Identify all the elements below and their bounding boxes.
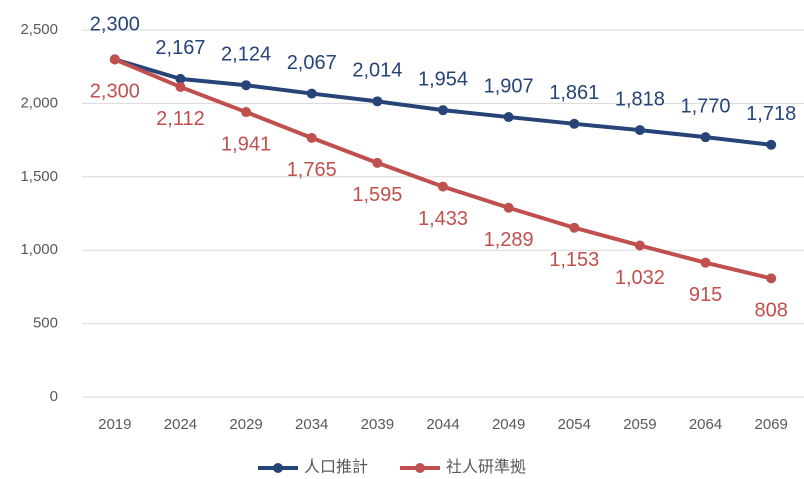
data-label: 1,032 (615, 267, 665, 289)
point-marker (438, 105, 448, 116)
data-label: 1,941 (221, 133, 271, 155)
x-tick-label: 2019 (98, 416, 131, 433)
point-marker (241, 80, 252, 91)
data-label: 1,907 (484, 75, 534, 97)
data-label: 2,124 (221, 43, 271, 65)
data-label: 1,765 (287, 159, 337, 181)
data-label: 2,014 (352, 60, 402, 82)
data-label: 2,167 (155, 37, 205, 59)
data-label: 1,861 (549, 82, 599, 104)
point-marker (241, 107, 252, 118)
x-tick-label: 2034 (295, 416, 328, 433)
point-marker (503, 202, 514, 213)
data-label: 1,595 (352, 184, 402, 206)
data-label: 2,112 (156, 108, 205, 130)
x-tick-label: 2039 (361, 416, 394, 433)
x-tick-label: 2024 (164, 416, 197, 433)
point-marker (109, 54, 120, 65)
legend-marker (415, 463, 425, 473)
series-line (114, 57, 772, 281)
point-marker (700, 132, 711, 143)
point-marker (175, 73, 186, 84)
y-tick-label: 1,500 (20, 168, 58, 185)
point-marker (766, 139, 777, 150)
legend-marker (273, 463, 283, 473)
point-marker (569, 118, 580, 129)
data-label: 2,300 (90, 14, 140, 36)
data-label: 808 (754, 300, 787, 322)
data-label: 1,289 (484, 229, 534, 251)
data-label: 1,718 (746, 103, 796, 125)
data-label: 1,153 (549, 249, 599, 271)
data-label: 2,300 (90, 81, 140, 103)
y-tick-label: 2,500 (20, 21, 58, 38)
y-tick-label: 2,000 (20, 94, 58, 111)
data-label: 1,433 (418, 208, 468, 230)
legend-label: 社人研準拠 (446, 458, 526, 476)
data-label: 1,770 (681, 95, 731, 117)
data-label: 2,067 (287, 52, 337, 74)
point-marker (569, 222, 580, 233)
x-tick-label: 2059 (623, 416, 656, 433)
point-marker (306, 132, 317, 143)
point-marker (766, 273, 777, 284)
point-marker (372, 96, 383, 107)
x-tick-label: 2069 (754, 416, 787, 433)
x-tick-label: 2064 (689, 416, 722, 433)
point-marker (700, 257, 711, 268)
point-marker (634, 125, 645, 136)
point-marker (175, 81, 186, 92)
x-tick-label: 2054 (558, 416, 591, 433)
point-marker (634, 240, 645, 251)
data-label: 915 (689, 284, 722, 306)
x-tick-label: 2044 (426, 416, 459, 433)
y-tick-label: 0 (50, 388, 58, 405)
data-label: 1,954 (418, 68, 468, 90)
point-marker (438, 181, 448, 192)
point-marker (306, 88, 317, 99)
y-tick-label: 500 (33, 315, 58, 332)
y-tick-label: 1,000 (20, 241, 58, 258)
point-marker (372, 157, 383, 168)
x-tick-label: 2049 (492, 416, 525, 433)
legend-label: 人口推計 (304, 458, 368, 476)
x-tick-label: 2029 (229, 416, 262, 433)
data-label: 1,818 (615, 88, 665, 110)
point-marker (503, 112, 514, 123)
